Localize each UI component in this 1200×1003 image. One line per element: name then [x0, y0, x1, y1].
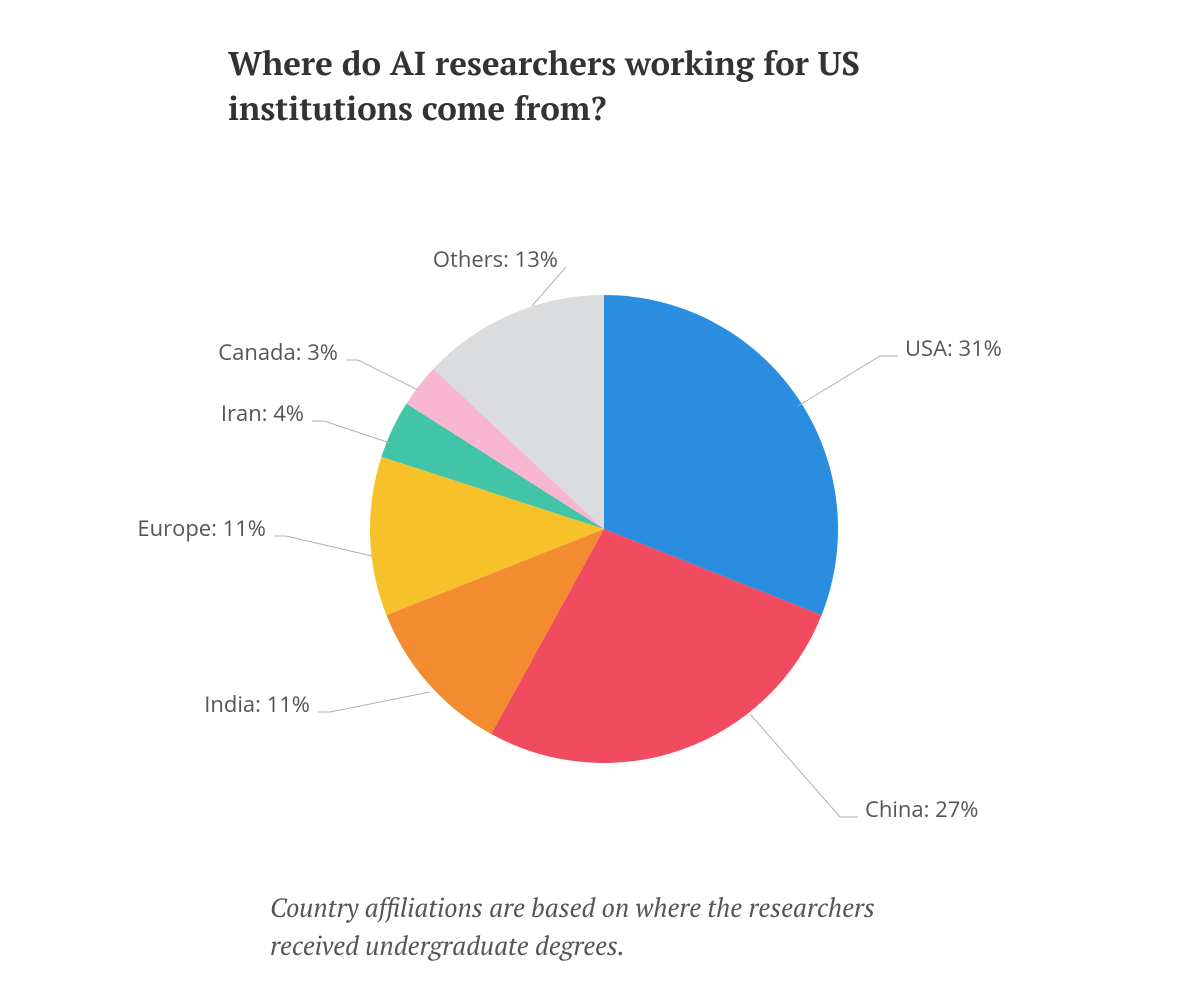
pie-chart: USA: 31% China: 27% India: 11% Europe: 11% I… [0, 0, 1200, 1003]
slice-label-india: India: 11% [204, 689, 310, 719]
leader-line-china [750, 714, 858, 817]
leader-line-canada [346, 360, 418, 390]
pie-chart-svg: USA: 31% China: 27% India: 11% Europe: 11% I… [0, 0, 1200, 1003]
slice-label-canada: Canada: 3% [218, 337, 338, 367]
leader-line-india [318, 692, 430, 712]
page-root: Where do AI researchers working for US i… [0, 0, 1200, 1003]
leader-line-usa [798, 356, 898, 406]
leader-line-iran [312, 421, 390, 443]
slice-label-china: China: 27% [865, 794, 978, 824]
leader-line-europe [274, 536, 372, 556]
slice-label-others: Others: 13% [433, 244, 558, 274]
chart-caption: Country affiliations are based on where … [270, 890, 930, 965]
slice-label-usa: USA: 31% [905, 333, 1002, 363]
slice-label-iran: Iran: 4% [221, 398, 304, 428]
slice-label-europe: Europe: 11% [137, 513, 266, 543]
